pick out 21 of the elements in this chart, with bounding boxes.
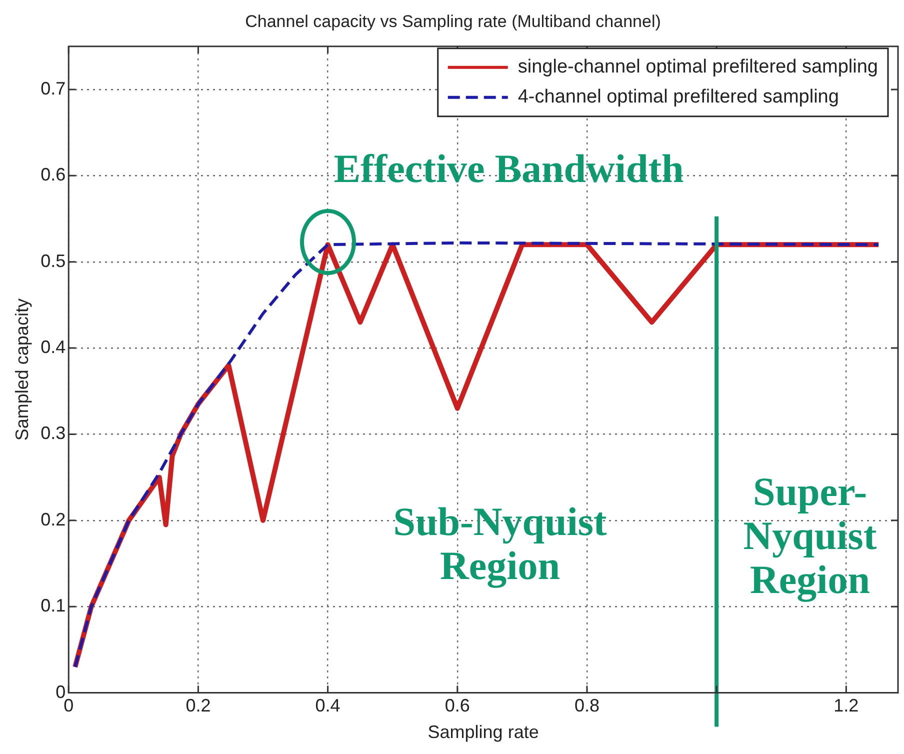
x-tick-label: 0.6 [444, 696, 470, 716]
x-tick-label: 0.8 [574, 696, 600, 716]
x-axis-title: Sampling rate [428, 722, 539, 742]
y-tick-label: 0.6 [40, 164, 66, 185]
y-axis-title: Sampled capacity [12, 298, 32, 441]
y-tick-label: 0.1 [40, 596, 66, 616]
y-tick-label: 0.4 [40, 337, 66, 358]
y-tick-label: 0.7 [40, 78, 66, 98]
x-tick-label: 0.4 [315, 696, 340, 716]
chart-title: Channel capacity vs Sampling rate (Multiband channel) [245, 12, 661, 31]
y-tick-label: 0.2 [40, 509, 66, 530]
annotation: Super-Nyquist Region [742, 469, 878, 602]
annotation: Sub-Nyquist Region [392, 499, 608, 588]
y-tick-label: 0.5 [40, 250, 66, 271]
y-tick-label: 0.3 [40, 423, 66, 444]
legend-label: single-channel optimal prefiltered sampling [518, 56, 878, 78]
x-tick-label: 0.2 [186, 696, 211, 716]
legend-label: 4-channel optimal prefiltered sampling [518, 86, 839, 108]
x-tick-label: 1.2 [834, 696, 859, 716]
annotation: Effective Bandwidth [334, 146, 684, 191]
y-tick-label: 0 [56, 682, 66, 702]
